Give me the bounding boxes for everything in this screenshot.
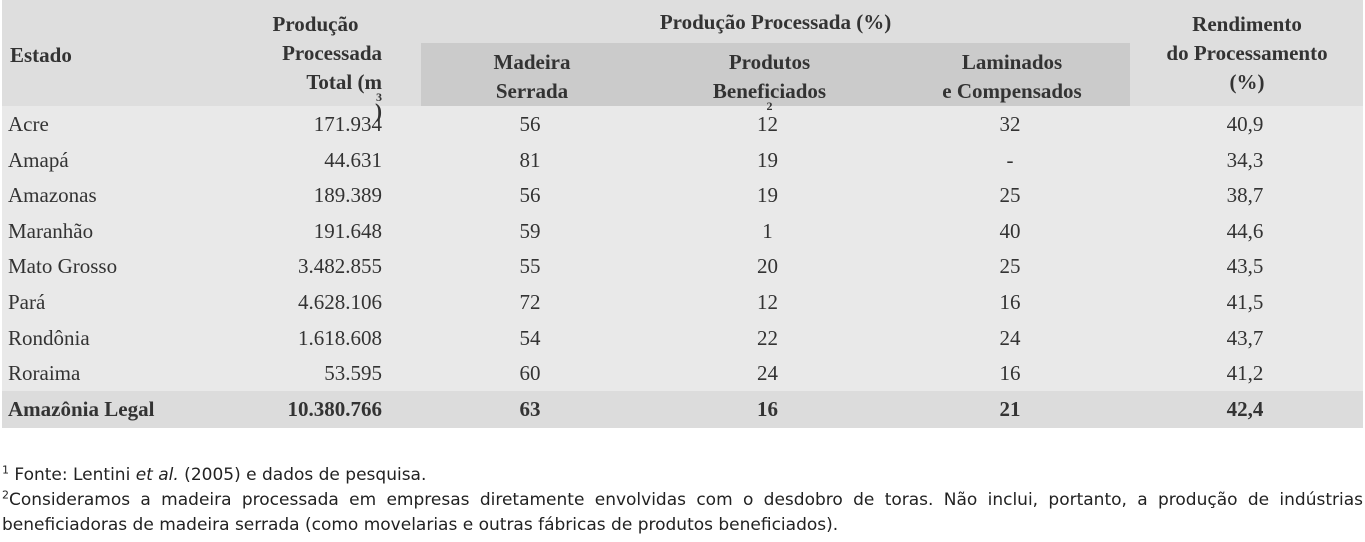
cell-rendimento: 40,9 [1226, 112, 1264, 136]
cell-rendimento: 43,7 [1226, 325, 1264, 350]
cell-total: 44.631 [324, 147, 382, 172]
cell-produtos: 22 [757, 325, 778, 350]
total-cell-madeira: 63 [519, 397, 541, 421]
cell-estado: Rondônia [8, 325, 90, 350]
cell-total: 3.482.855 [298, 254, 382, 279]
cell-laminados: 25 [999, 254, 1021, 279]
total-cell-estado: Amazônia Legal [8, 397, 155, 421]
cell-rendimento: 41,2 [1226, 361, 1264, 386]
cell-total: 4.628.106 [298, 290, 382, 314]
header-madeira: Madeira Serrada [493, 50, 571, 103]
table-subheader [421, 43, 1130, 106]
cell-laminados: 25 [999, 183, 1021, 208]
cell-madeira: 81 [519, 147, 541, 172]
cell-produtos: 19 [757, 147, 778, 172]
cell-laminados: - [1006, 147, 1014, 172]
cell-madeira: 72 [519, 290, 541, 314]
cell-laminados: 32 [999, 112, 1021, 136]
footnote-2: 2Consideramos a madeira processada em em… [2, 488, 1363, 535]
cell-madeira: 60 [519, 361, 541, 386]
cell-madeira: 55 [519, 254, 541, 279]
header-total: Produção Processada Total (m 3) [272, 12, 382, 123]
total-cell-laminados: 21 [999, 397, 1021, 421]
cell-produtos: 12 [757, 290, 778, 314]
cell-laminados: 16 [999, 290, 1021, 314]
cell-produtos: 24 [757, 361, 778, 386]
cell-rendimento: 38,7 [1226, 183, 1264, 208]
header-produtos: Produtos Beneficiados 2 [712, 50, 827, 113]
cell-rendimento: 44,6 [1226, 218, 1264, 243]
cell-estado: Amazonas [8, 183, 97, 208]
footnotes: 1 Fonte: Lentini et al. (2005) e dados d… [2, 463, 1363, 538]
cell-rendimento: 34,3 [1226, 147, 1264, 172]
cell-estado: Pará [8, 290, 46, 314]
header-group: Produção Processada (%) [659, 10, 892, 34]
total-cell-total: 10.380.766 [287, 397, 383, 421]
total-row-bg [2, 391, 1363, 428]
cell-laminados: 24 [999, 325, 1021, 350]
cell-madeira: 56 [519, 183, 541, 208]
cell-total: 189.389 [313, 183, 382, 208]
cell-produtos: 20 [757, 254, 778, 279]
cell-estado: Mato Grosso [8, 254, 118, 279]
cell-estado: Roraima [8, 361, 81, 386]
cell-estado: Amapá [8, 147, 69, 172]
cell-madeira: 59 [519, 218, 541, 243]
cell-total: 1.618.608 [298, 325, 382, 350]
footnote-1: 1 Fonte: Lentini et al. (2005) e dados d… [2, 463, 427, 485]
data-table: Estado Produção Processada Total (m 3) Pr… [2, 0, 1363, 428]
cell-madeira: 56 [519, 112, 541, 136]
cell-produtos: 1 [762, 218, 773, 243]
cell-rendimento: 41,5 [1226, 290, 1264, 314]
cell-laminados: 16 [999, 361, 1021, 386]
total-cell-produtos: 16 [757, 397, 778, 421]
header-rendimento: Rendimento do Processamento (%) [1166, 12, 1328, 94]
cell-total: 53.595 [324, 361, 382, 386]
cell-produtos: 12 [757, 112, 778, 136]
cell-total: 191.648 [313, 218, 382, 243]
header-laminados: Laminados e Compensados [942, 50, 1082, 103]
cell-rendimento: 43,5 [1226, 254, 1264, 279]
cell-estado: Acre [8, 112, 49, 136]
cell-total: 171.934 [313, 112, 382, 136]
cell-estado: Maranhão [8, 218, 94, 243]
header-estado: Estado [10, 43, 72, 67]
cell-madeira: 54 [519, 325, 541, 350]
total-cell-rendimento: 42,4 [1226, 397, 1264, 421]
cell-laminados: 40 [999, 218, 1021, 243]
cell-produtos: 19 [757, 183, 778, 208]
